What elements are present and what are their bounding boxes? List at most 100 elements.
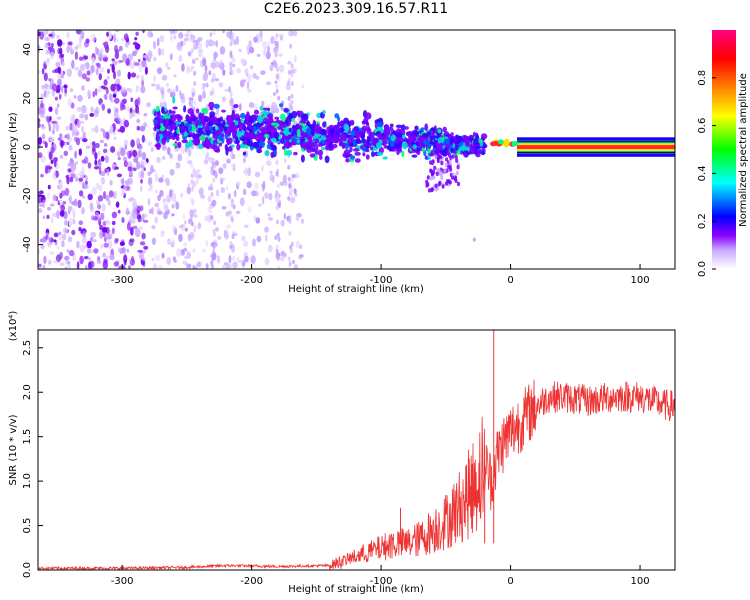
heatmap-noise-mark <box>49 251 55 255</box>
heatmap-noise-mark <box>58 231 62 235</box>
heatmap-noise-mark <box>76 240 80 249</box>
heatmap-streak-mark <box>192 59 196 65</box>
heatmap-band-mark <box>296 110 301 116</box>
heatmap-band-mark <box>369 146 374 151</box>
heatmap-noise-mark <box>52 260 58 264</box>
heatmap-noise-mark <box>111 58 115 62</box>
heatmap-noise-mark <box>81 85 85 91</box>
heatmap-streak-mark <box>287 95 291 101</box>
heatmap-noise-mark <box>59 133 63 138</box>
heatmap-noise-mark <box>65 260 69 265</box>
heatmap-noise-mark <box>218 167 224 175</box>
heatmap-tail-mark <box>424 155 428 160</box>
heatmap-noise-mark <box>100 178 106 185</box>
heatmap-noise-mark <box>76 30 82 35</box>
heatmap-noise-mark <box>141 74 144 82</box>
heatmap-noise-mark <box>134 228 141 238</box>
heatmap-noise-mark <box>47 46 52 51</box>
heatmap-noise-mark <box>116 83 121 92</box>
heatmap-noise-mark <box>127 71 131 80</box>
heatmap-noise-mark <box>212 157 215 161</box>
heatmap-noise-mark <box>119 119 123 128</box>
heatmap-tail-mark <box>445 157 449 162</box>
heatmap-streak-mark <box>290 63 294 69</box>
heatmap-noise-mark <box>222 69 226 76</box>
heatmap-noise-mark <box>121 217 125 224</box>
heatmap-noise-mark <box>186 186 191 195</box>
heatmap-band-mark <box>188 139 194 147</box>
heatmap-noise-mark <box>78 190 84 197</box>
colorbar-ticks: 0.0 0.2 0.4 0.6 0.8 <box>697 70 716 277</box>
heatmap-noise-mark <box>94 159 98 166</box>
heatmap-band-mark <box>242 151 247 156</box>
heatmap-noise-mark <box>150 32 154 38</box>
heatmap-noise-mark <box>105 87 109 95</box>
heatmap-noise-mark <box>78 36 82 44</box>
heatmap-band-mark <box>389 123 394 128</box>
heatmap-noise-mark <box>40 155 46 163</box>
heatmap-band-mark <box>382 156 388 160</box>
heatmap-noise-mark <box>225 211 230 217</box>
heatmap-x-ticks: -300 -200 -100 0 100 <box>111 264 650 286</box>
heatmap-band-mark <box>273 150 277 155</box>
heatmap-noise-mark <box>129 88 133 94</box>
heatmap-noise-mark <box>43 72 48 82</box>
heatmap-noise-mark <box>231 163 237 168</box>
heatmap-band-mark <box>161 137 167 146</box>
heatmap-band-mark <box>163 107 167 112</box>
heatmap-noise-mark <box>39 112 46 119</box>
heatmap-band-mark <box>192 124 196 133</box>
heatmap-noise-mark <box>198 187 204 196</box>
heatmap-band-mark <box>465 141 471 147</box>
heatmap-noise-mark <box>117 209 121 214</box>
heatmap-noise-mark <box>107 108 111 114</box>
heatmap-noise-mark <box>61 85 64 94</box>
heatmap-noise-mark <box>74 176 79 183</box>
heatmap-noise-mark <box>147 50 153 59</box>
heatmap-noise-mark <box>217 255 220 264</box>
heatmap-noise-mark <box>53 232 59 238</box>
colorbar-tick-label: 0.4 <box>697 165 708 181</box>
heatmap-noise-mark <box>48 151 53 161</box>
heatmap-noise-mark <box>273 92 276 96</box>
heatmap-tail-mark <box>433 165 437 171</box>
heatmap-band-mark <box>271 122 277 126</box>
heatmap-noise-mark <box>97 204 102 210</box>
heatmap-noise-mark <box>63 84 68 89</box>
heatmap-y-ticks: -40 -20 0 20 40 <box>22 43 43 253</box>
heatmap-noise-mark <box>78 220 84 226</box>
heatmap-noise-mark <box>120 102 123 112</box>
heatmap-band-mark <box>270 137 277 143</box>
heatmap-band-mark <box>362 152 366 157</box>
heatmap-noise-mark <box>90 33 96 42</box>
heatmap-band-mark <box>236 131 243 138</box>
heatmap-noise-mark <box>134 62 140 66</box>
heatmap-noise-mark <box>84 113 89 121</box>
heatmap-band-mark <box>442 126 447 133</box>
heatmap-noise-mark <box>224 229 229 239</box>
heatmap-noise-mark <box>171 213 175 217</box>
heatmap-noise-mark <box>166 257 172 266</box>
heatmap-noise-mark <box>59 154 64 159</box>
heatmap-noise-mark <box>186 30 191 34</box>
heatmap-noise-mark <box>187 183 191 187</box>
heatmap-band-mark <box>248 116 254 123</box>
snr-y-tick-label: 0.5 <box>22 518 33 534</box>
heatmap-noise-mark <box>239 197 245 207</box>
heatmap-band-mark <box>153 110 157 117</box>
heatmap-noise-mark <box>133 157 139 163</box>
heatmap-noise-mark <box>214 78 220 82</box>
heatmap-noise-mark <box>59 251 63 260</box>
heatmap-noise-mark <box>246 181 252 189</box>
heatmap-noise-mark <box>255 217 261 224</box>
heatmap-streak-mark <box>275 74 279 80</box>
heatmap-noise-mark <box>95 62 100 66</box>
heatmap-streak-mark <box>191 92 195 98</box>
heatmap-noise-mark <box>55 61 61 67</box>
heatmap-streak-mark <box>212 58 216 64</box>
heatmap-band-mark <box>273 131 280 138</box>
heatmap-noise-mark <box>45 30 49 35</box>
heatmap-noise-mark <box>227 193 231 200</box>
heatmap-band-mark <box>349 155 356 160</box>
heatmap-noise-mark <box>278 64 285 73</box>
